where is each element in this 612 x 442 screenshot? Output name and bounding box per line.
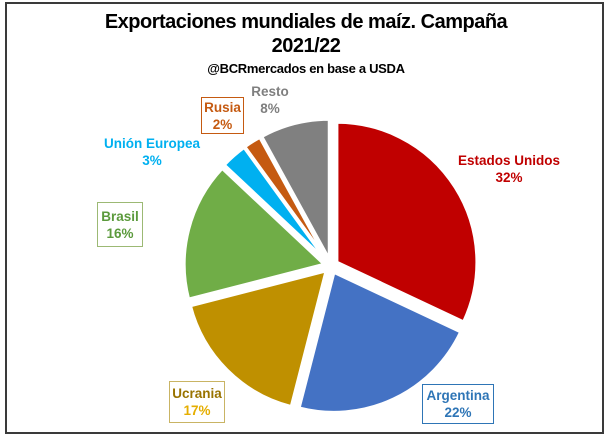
pie-slice-ucrania xyxy=(188,269,328,409)
label-rusia: Rusia 2% xyxy=(201,97,244,134)
pie-slice-rusia xyxy=(243,135,329,262)
chart-subtitle: @BCRmercados en base a USDA xyxy=(207,61,405,76)
label-brasil: Brasil 16% xyxy=(97,202,143,247)
label-argentina: Argentina 22% xyxy=(422,384,494,424)
label-rusia-name: Rusia xyxy=(204,99,241,115)
label-ucrania-name: Ucrania xyxy=(172,386,222,401)
chart-title-line2: 2021/22 xyxy=(271,35,341,57)
label-ucrania-pct: 17% xyxy=(183,403,211,418)
label-ucrania: Ucrania 17% xyxy=(169,381,225,423)
label-union-europea-name: Unión Europea xyxy=(103,136,200,151)
pie-slice-brasil xyxy=(182,166,326,301)
label-union-europea-pct: 3% xyxy=(142,153,162,168)
pie-slice-estados-unidos xyxy=(335,120,479,324)
pie-slice-argentina xyxy=(297,270,463,414)
label-brasil-pct: 16% xyxy=(106,225,134,241)
label-rusia-pct: 2% xyxy=(212,116,233,132)
title-block: Exportaciones mundiales de maíz. Campaña… xyxy=(0,10,612,77)
label-union-europea: Unión Europea 3% xyxy=(92,135,212,169)
label-brasil-name: Brasil xyxy=(101,208,139,224)
label-estados-unidos: Estados Unidos 32% xyxy=(449,152,569,186)
label-resto-name: Resto xyxy=(251,84,289,99)
label-argentina-name: Argentina xyxy=(426,388,490,403)
label-resto: Resto 8% xyxy=(230,83,310,117)
label-resto-pct: 8% xyxy=(260,101,280,116)
label-estados-unidos-name: Estados Unidos xyxy=(457,153,560,168)
chart-title-line1: Exportaciones mundiales de maíz. Campaña xyxy=(104,11,508,33)
label-argentina-pct: 22% xyxy=(444,405,472,420)
label-estados-unidos-pct: 32% xyxy=(495,170,523,185)
pie-slice-resto xyxy=(260,117,331,261)
